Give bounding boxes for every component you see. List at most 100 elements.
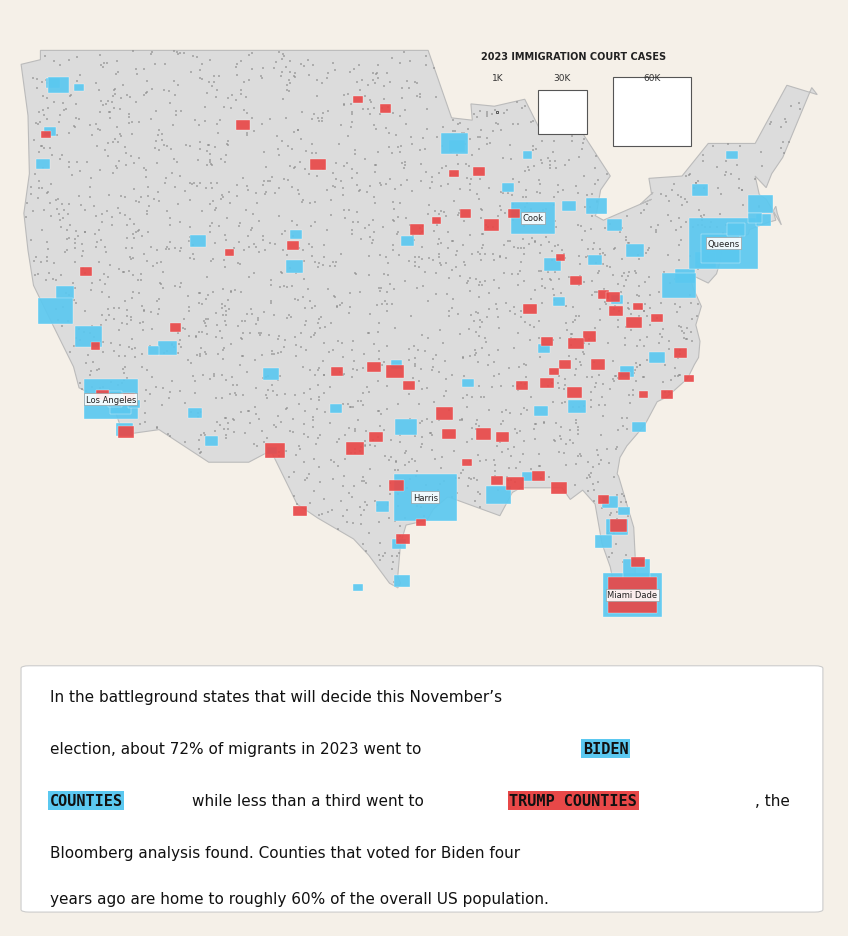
Point — [275, 265, 288, 280]
Point — [592, 398, 605, 413]
Point — [323, 416, 337, 431]
Point — [111, 66, 125, 80]
Point — [245, 47, 259, 62]
Point — [409, 251, 422, 266]
Point — [332, 460, 345, 475]
Point — [414, 91, 427, 106]
Point — [444, 146, 457, 161]
Point — [510, 278, 524, 293]
Point — [554, 420, 567, 435]
Point — [549, 240, 562, 255]
Point — [84, 364, 98, 379]
Point — [99, 314, 113, 329]
Point — [438, 475, 451, 490]
Point — [201, 139, 215, 154]
Point — [601, 527, 615, 542]
Point — [362, 269, 376, 284]
Point — [242, 229, 255, 244]
Point — [195, 325, 209, 340]
Point — [62, 314, 75, 329]
Polygon shape — [21, 51, 817, 607]
Point — [107, 83, 120, 98]
Point — [429, 347, 443, 362]
Point — [655, 330, 668, 345]
Point — [591, 475, 605, 490]
Point — [704, 221, 717, 236]
Point — [198, 100, 212, 115]
Bar — [675, 270, 695, 284]
Point — [331, 300, 344, 314]
Point — [183, 177, 197, 192]
Point — [98, 241, 112, 256]
Point — [26, 204, 40, 219]
Point — [171, 326, 185, 341]
Point — [20, 197, 34, 212]
Point — [622, 236, 635, 251]
Point — [468, 493, 482, 508]
Point — [283, 159, 297, 174]
Point — [533, 177, 547, 192]
Point — [633, 310, 646, 325]
Point — [416, 437, 429, 452]
Point — [265, 347, 279, 362]
Point — [24, 233, 37, 248]
Bar — [74, 85, 84, 92]
Point — [380, 297, 393, 312]
Point — [427, 61, 441, 76]
Point — [91, 123, 104, 138]
Point — [70, 296, 83, 311]
Point — [389, 128, 403, 143]
Point — [552, 271, 566, 286]
Point — [277, 341, 291, 356]
Point — [200, 86, 214, 101]
Bar — [633, 303, 643, 311]
Point — [358, 434, 371, 449]
Point — [266, 384, 280, 399]
Point — [224, 285, 237, 300]
Point — [555, 396, 568, 411]
Point — [336, 478, 349, 493]
Point — [351, 413, 365, 428]
Point — [619, 571, 633, 586]
Point — [348, 147, 361, 162]
Point — [498, 206, 511, 221]
Point — [287, 464, 301, 479]
Point — [585, 187, 599, 202]
Point — [228, 386, 242, 401]
Point — [568, 314, 582, 329]
Point — [124, 150, 137, 165]
Point — [581, 249, 594, 264]
Point — [664, 373, 678, 388]
Point — [140, 363, 153, 378]
Point — [516, 470, 530, 485]
Point — [371, 326, 384, 341]
Point — [314, 321, 327, 336]
Point — [467, 108, 481, 123]
Point — [510, 461, 523, 476]
Point — [594, 242, 607, 257]
Point — [637, 339, 650, 354]
Point — [292, 293, 305, 308]
Point — [733, 139, 746, 154]
Point — [566, 400, 580, 415]
Point — [198, 314, 211, 329]
Point — [169, 109, 182, 124]
Point — [114, 338, 127, 353]
Point — [459, 157, 472, 172]
Point — [493, 250, 506, 265]
Point — [277, 50, 291, 65]
Point — [674, 221, 688, 236]
Point — [112, 154, 126, 169]
Point — [507, 240, 521, 255]
Point — [687, 220, 700, 235]
Point — [472, 329, 486, 344]
Point — [302, 68, 315, 83]
Point — [455, 413, 469, 428]
Point — [405, 451, 419, 466]
Point — [165, 166, 179, 181]
Point — [214, 325, 227, 340]
Point — [560, 299, 573, 314]
Point — [261, 175, 275, 190]
Point — [468, 348, 482, 363]
Point — [416, 225, 430, 240]
